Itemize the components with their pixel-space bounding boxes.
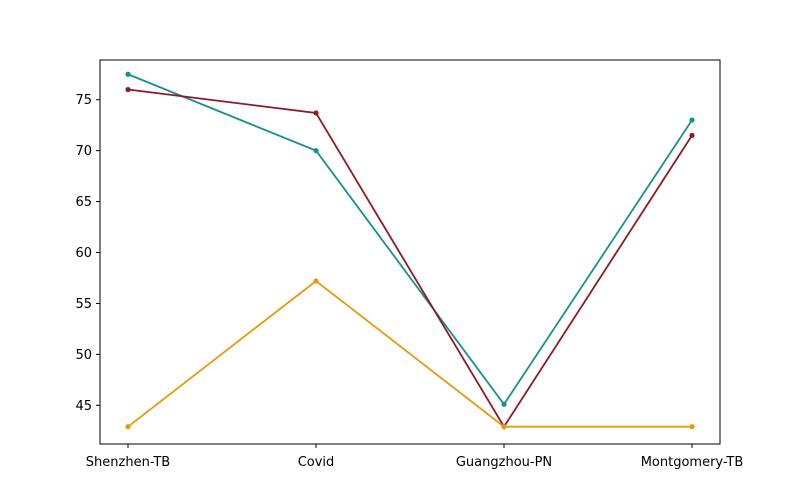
series-line <box>127 73 693 406</box>
x-tick-label: Montgomery-TB <box>641 455 744 470</box>
data-point <box>313 110 319 116</box>
y-tick-label: 70 <box>75 144 92 159</box>
y-tick-label: 55 <box>75 297 92 312</box>
x-tick-label: Shenzhen-TB <box>86 455 170 470</box>
x-tick-label: Covid <box>298 455 335 470</box>
x-axis: Shenzhen-TB Covid Guangzhou-PN Montgomery-T… <box>86 444 743 470</box>
series-line <box>127 279 692 428</box>
data-point <box>689 132 695 138</box>
data-point <box>125 71 131 77</box>
series-layer <box>125 71 695 430</box>
series-2 <box>125 86 695 430</box>
series-3 <box>125 278 695 430</box>
data-point <box>125 86 131 93</box>
y-tick-label: 75 <box>75 93 92 108</box>
y-tick-label: 50 <box>75 348 92 363</box>
data-point <box>689 424 695 430</box>
data-point <box>125 424 131 430</box>
y-tick-label: 45 <box>75 399 92 414</box>
data-point <box>501 424 507 430</box>
data-point <box>689 117 695 123</box>
y-tick-label: 65 <box>75 195 92 210</box>
series-1 <box>125 71 695 407</box>
data-point <box>313 278 319 284</box>
plot-area-frame <box>99 59 721 445</box>
data-point <box>501 401 507 407</box>
data-point <box>313 148 319 154</box>
x-tick-label: Guangzhou-PN <box>456 455 552 470</box>
y-tick-label: 60 <box>75 246 92 261</box>
y-axis: 45 50 55 60 65 70 75 <box>75 93 100 414</box>
series-line <box>127 88 693 429</box>
